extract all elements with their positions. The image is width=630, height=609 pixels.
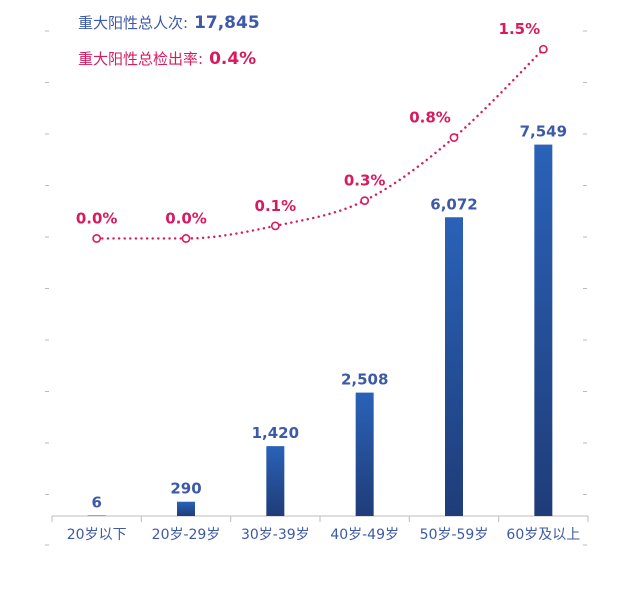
rate-point-4 xyxy=(360,196,370,206)
bar-value-label: 290 xyxy=(170,480,201,498)
rate-value-label: 0.8% xyxy=(409,109,451,127)
legend-rate-label: 重大阳性总检出率: xyxy=(78,50,204,68)
x-tick-label: 20岁-29岁 xyxy=(152,527,221,543)
bar-5 xyxy=(445,217,463,516)
rate-value-label: 1.5% xyxy=(499,20,541,38)
rate-point-6 xyxy=(538,44,548,54)
bar-value-label: 7,549 xyxy=(520,123,567,141)
bar-4 xyxy=(355,392,374,516)
bar-value-label: 6 xyxy=(91,494,101,512)
x-tick-label: 40岁-49岁 xyxy=(330,527,399,543)
legend-rate-value: 0.4% xyxy=(209,49,257,69)
rate-value-label: 0.0% xyxy=(165,209,207,227)
bar-value-label: 1,420 xyxy=(252,424,299,442)
legend-count-label: 重大阳性总人次: xyxy=(78,14,189,32)
legend-total-count: 重大阳性总人次: 17,845 xyxy=(78,12,260,33)
rate-point-3 xyxy=(270,221,280,231)
rate-value-label: 0.1% xyxy=(255,197,297,215)
rate-line xyxy=(95,48,545,240)
rate-point-5 xyxy=(449,133,459,142)
legend-total-rate: 重大阳性总检出率: 0.4% xyxy=(78,48,256,69)
bar-2 xyxy=(177,501,195,516)
bar-3 xyxy=(266,446,285,516)
x-tick-label: 60岁及以上 xyxy=(506,527,580,543)
x-tick-label: 20岁以下 xyxy=(67,527,127,543)
bar-1 xyxy=(87,515,106,516)
rate-point-2 xyxy=(181,234,191,243)
bar-value-label: 2,508 xyxy=(341,371,388,389)
legend-count-value: 17,845 xyxy=(194,13,260,33)
rate-point-1 xyxy=(92,234,102,243)
x-tick-label: 30岁-39岁 xyxy=(241,527,310,543)
rate-value-label: 0.3% xyxy=(344,172,386,190)
rate-value-label: 0.0% xyxy=(76,209,118,227)
x-tick-label: 50岁-59岁 xyxy=(420,527,489,543)
bar-6 xyxy=(534,144,553,516)
bar-value-label: 6,072 xyxy=(430,195,477,213)
